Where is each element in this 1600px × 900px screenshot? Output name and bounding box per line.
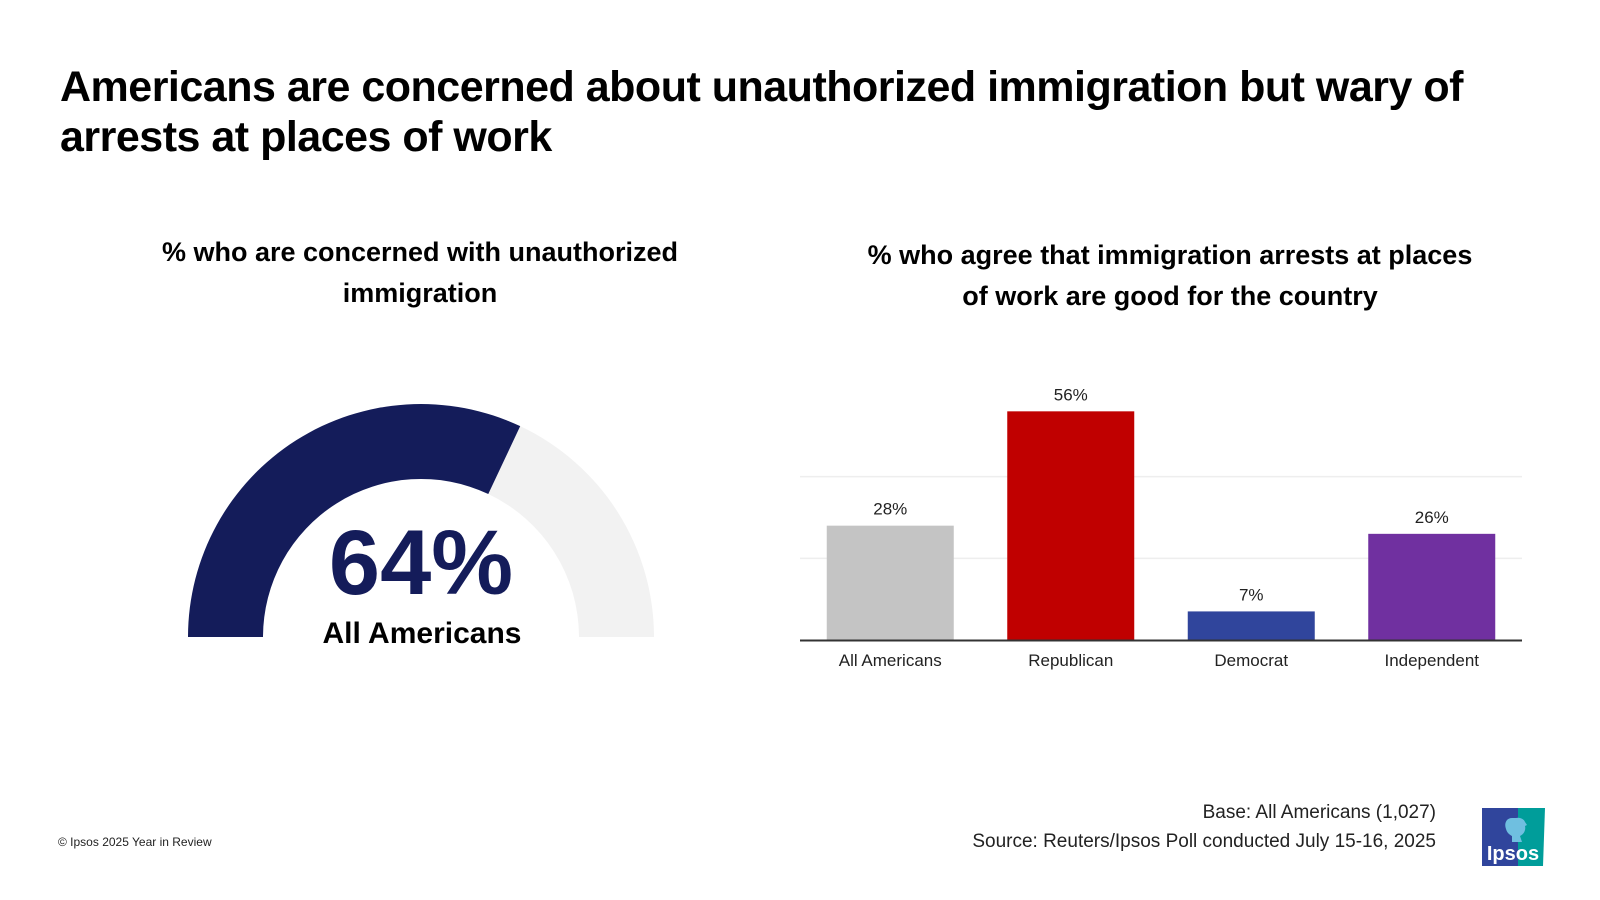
gauge-value-label: 64% — [329, 512, 513, 614]
bar-republican — [1007, 411, 1135, 640]
base-text: Base: All Americans (1,027) — [1202, 802, 1436, 823]
gauge-caption: All Americans — [323, 617, 522, 650]
ipsos-logo: Ipsos — [1482, 808, 1545, 866]
data-label: 56% — [1054, 385, 1088, 404]
gauge-fill — [188, 403, 521, 637]
source-text: Source: Reuters/Ipsos Poll conducted Jul… — [972, 831, 1436, 852]
data-label: 26% — [1415, 508, 1449, 527]
page-title: Americans are concerned about unauthoriz… — [60, 63, 1463, 161]
footnote: Base: All Americans (1,027) Source: Reut… — [972, 798, 1436, 856]
category-label: Independent — [1384, 651, 1479, 670]
bar-all-americans — [826, 525, 954, 640]
data-label: 28% — [873, 500, 907, 519]
bar-independent — [1368, 533, 1496, 640]
bar-chart-title: % who agree that immigration arrests at … — [867, 240, 1473, 311]
logo-text: Ipsos — [1487, 843, 1539, 865]
bar-democrat — [1187, 611, 1315, 640]
copyright-text: © Ipsos 2025 Year in Review — [58, 835, 212, 849]
gauge-track — [488, 426, 654, 637]
category-label: Democrat — [1214, 651, 1288, 670]
category-label: Republican — [1028, 651, 1113, 670]
gauge-title: % who are concerned with unauthorized im… — [161, 237, 679, 308]
category-label: All Americans — [839, 651, 942, 670]
data-label: 7% — [1239, 585, 1264, 604]
bar-chart: 28% 56% 7% 26% All Americans Republican Democ… — [800, 385, 1522, 670]
gauge-chart: 64% All Americans — [188, 403, 654, 650]
